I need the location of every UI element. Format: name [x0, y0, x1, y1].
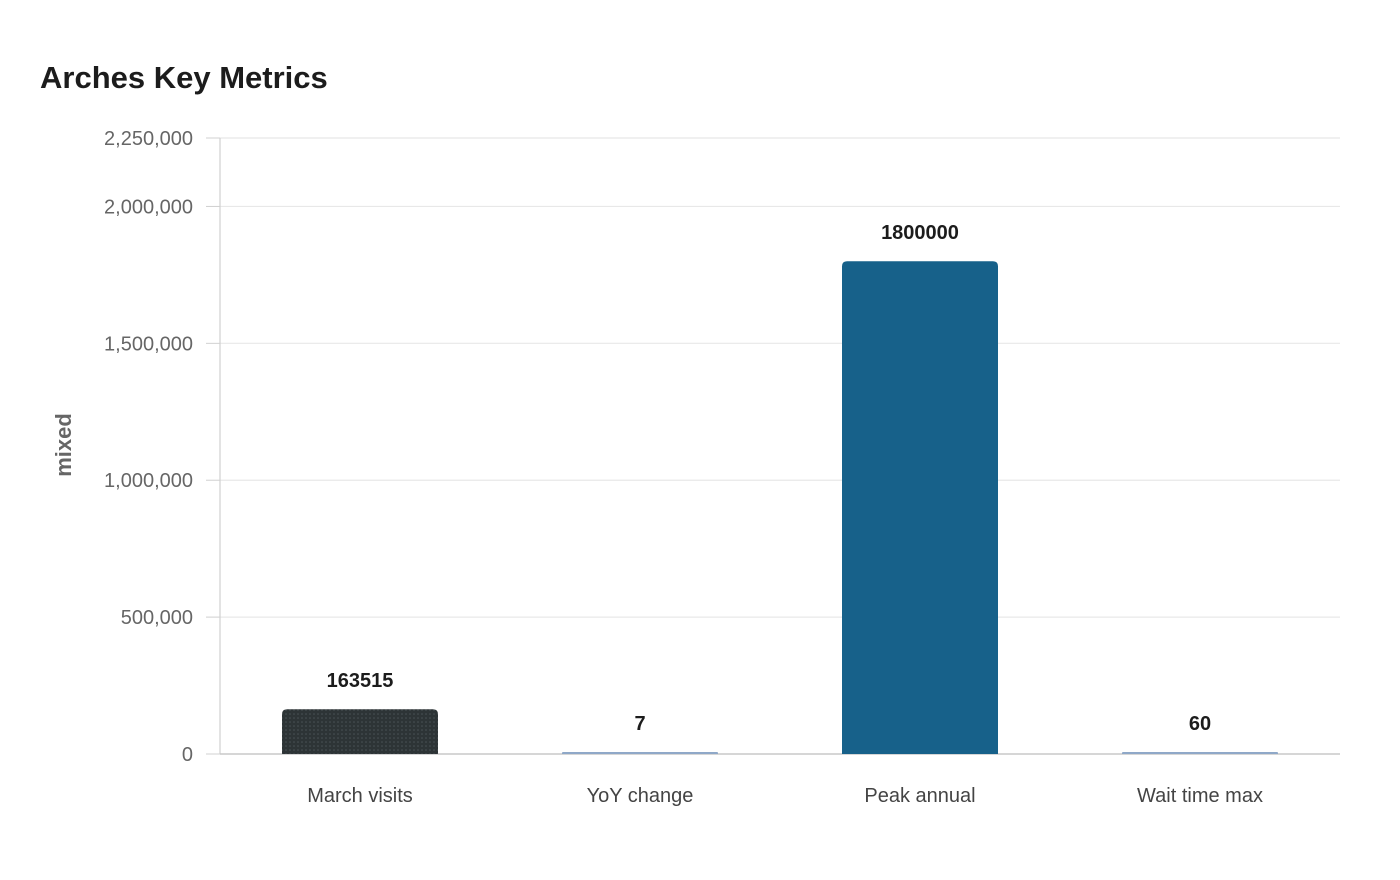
data-label: 7	[634, 713, 645, 735]
labels: 0 500,000 1,000,000 1,500,000 2,000,000 2,250…	[104, 128, 1263, 807]
y-tick-label: 1,000,000	[104, 470, 193, 492]
axes	[206, 137, 1340, 755]
bar-yoy-change	[562, 752, 718, 754]
bar-wait-time-max	[1122, 752, 1278, 754]
y-tick-label: 2,250,000	[104, 128, 193, 150]
x-tick-label: Peak annual	[864, 785, 975, 807]
data-label: 60	[1189, 713, 1211, 735]
bars	[282, 261, 1278, 754]
chart-title: Arches Key Metrics	[40, 60, 328, 95]
y-tick-label: 2,000,000	[104, 196, 193, 218]
bar-march-visits	[282, 709, 438, 754]
y-tick-label: 1,500,000	[104, 333, 193, 355]
y-tick-label: 0	[182, 744, 193, 766]
y-tick-label: 500,000	[121, 607, 193, 629]
data-label: 163515	[327, 670, 394, 692]
y-axis-label: mixed	[51, 413, 76, 477]
x-tick-label: March visits	[307, 785, 413, 807]
gridlines	[220, 137, 1340, 618]
data-label: 1800000	[881, 222, 959, 244]
x-tick-label: YoY change	[587, 785, 694, 807]
x-tick-label: Wait time max	[1137, 785, 1263, 807]
bar-peak-annual	[842, 261, 998, 754]
